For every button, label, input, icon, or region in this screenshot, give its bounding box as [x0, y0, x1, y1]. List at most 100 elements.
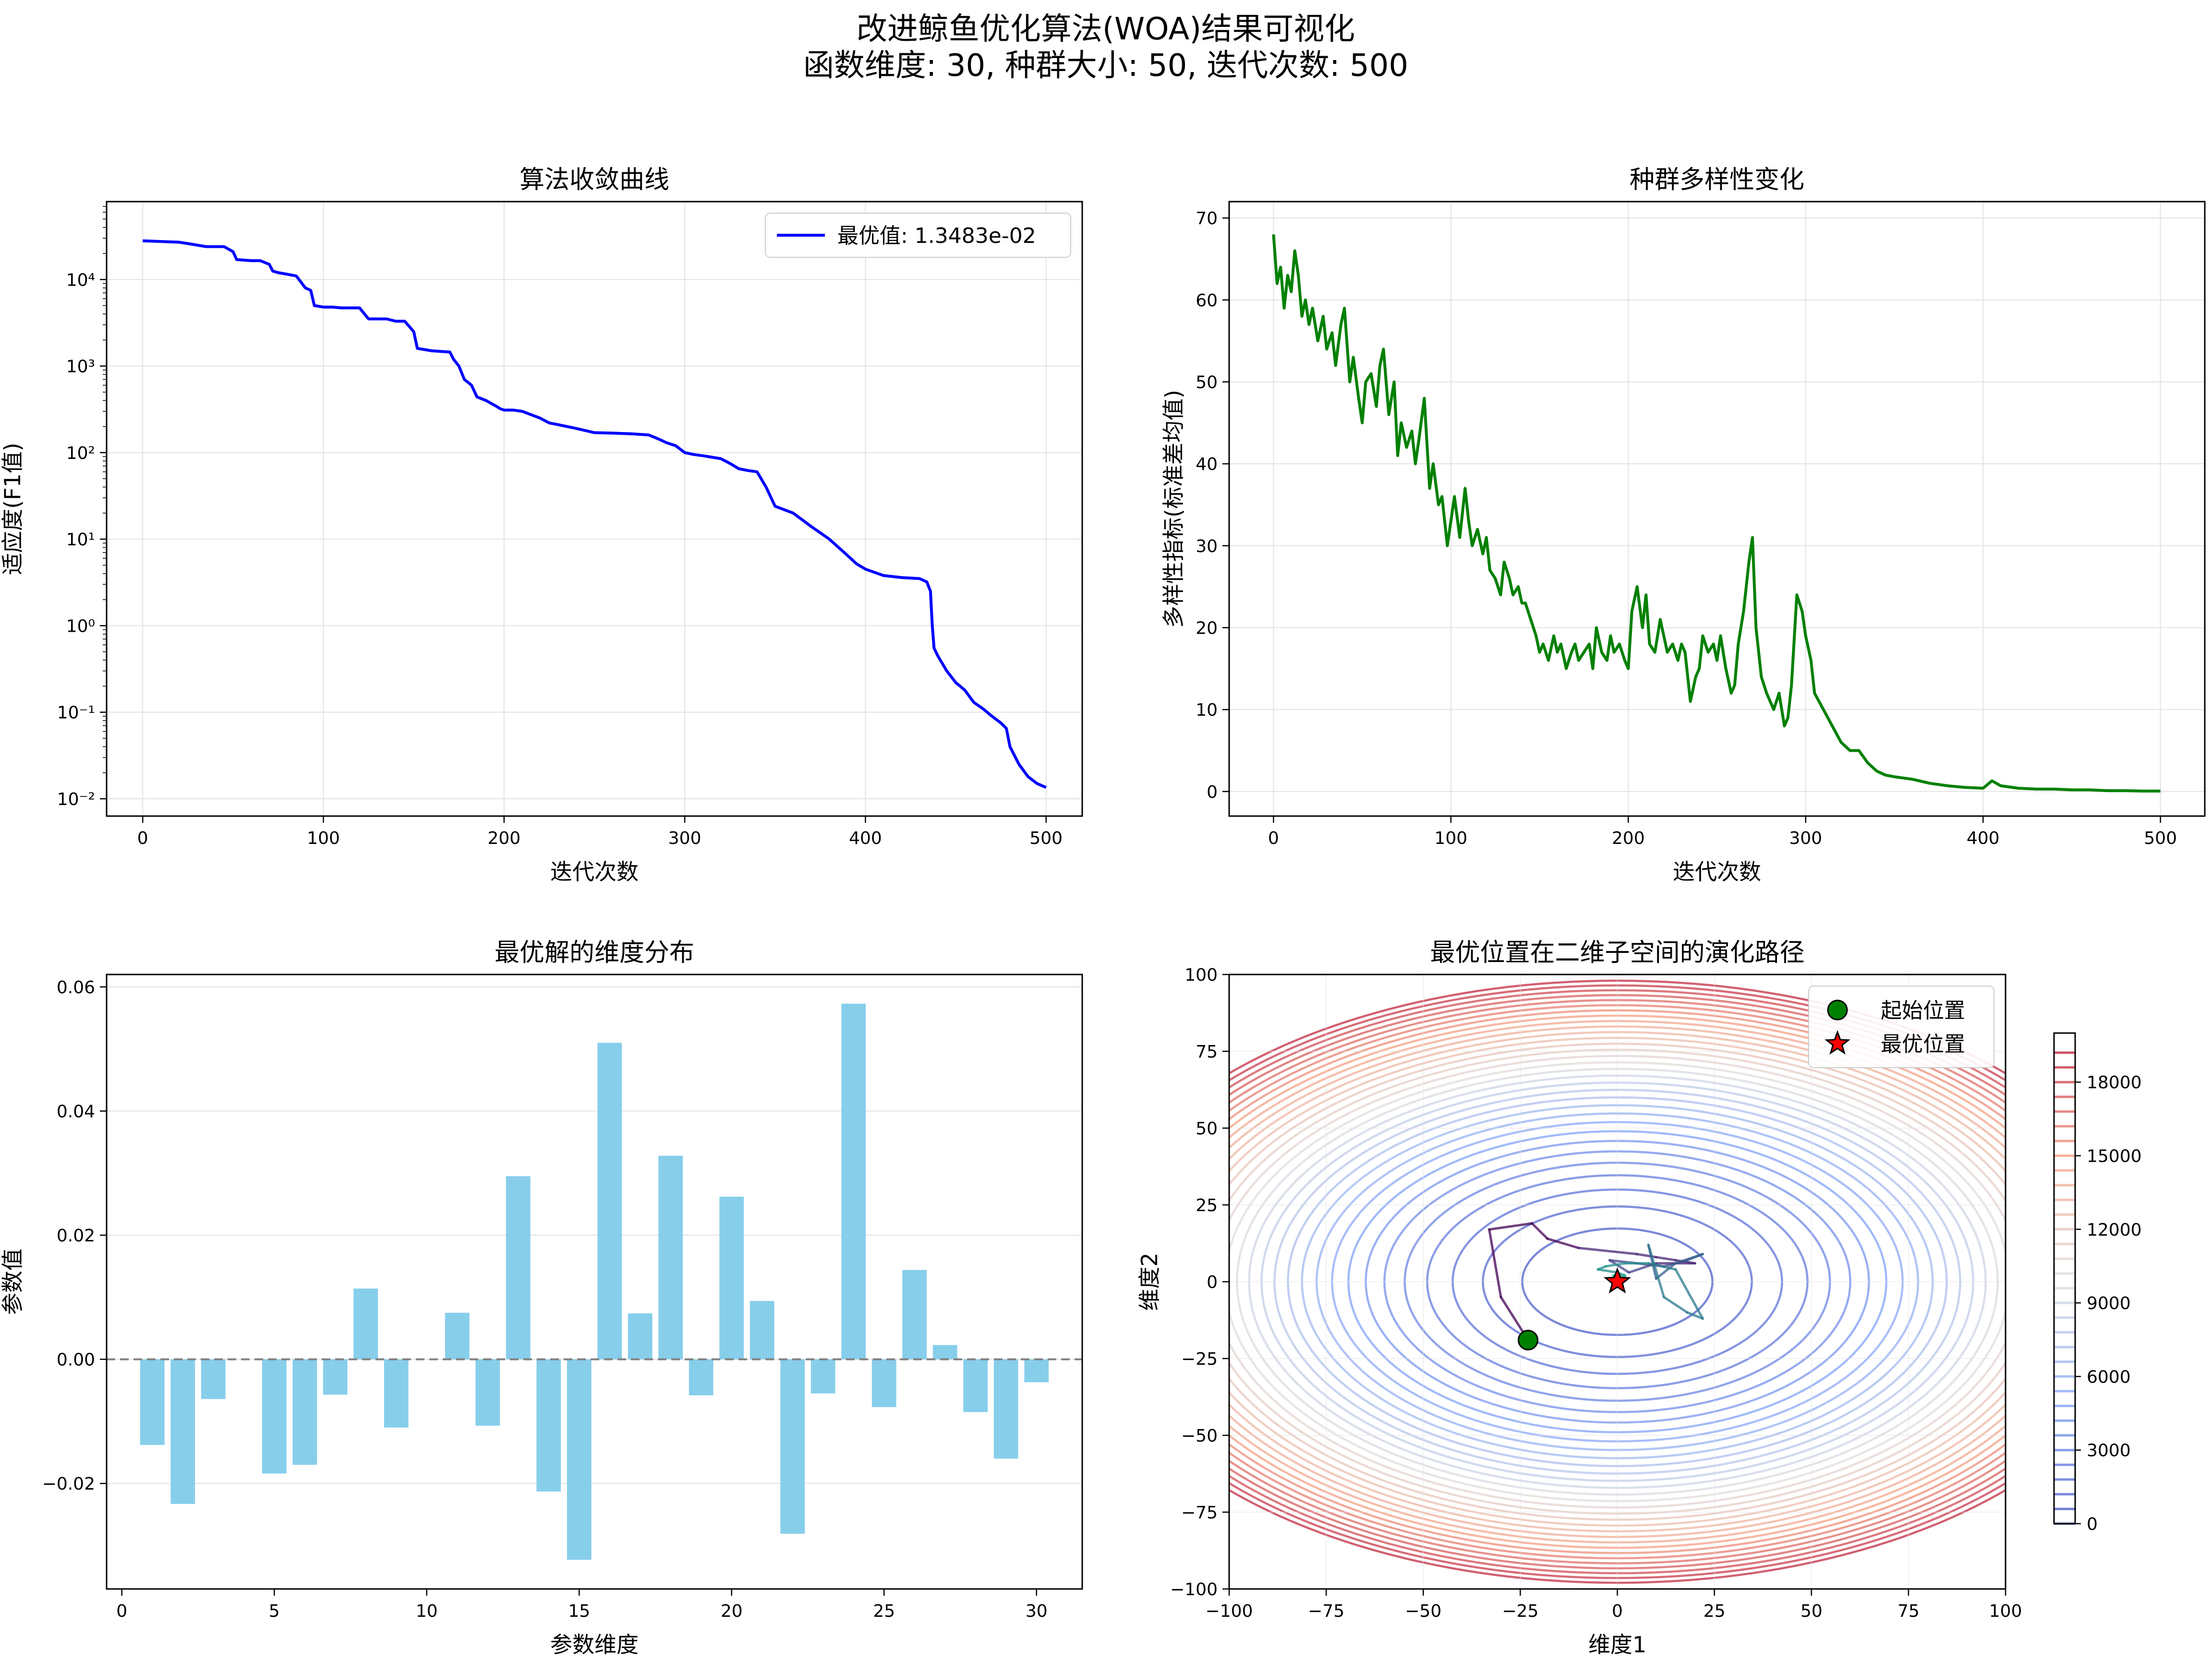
y-tick-label: 10³: [66, 357, 95, 377]
bar: [871, 1359, 896, 1407]
y-tick-label: 0.02: [57, 1226, 95, 1246]
bar: [292, 1359, 317, 1465]
x-tick-label: 0: [1268, 829, 1279, 848]
colorbar-tick-label: 0: [2087, 1515, 2098, 1534]
colorbar-tick-label: 12000: [2087, 1220, 2142, 1240]
legend-box: [1808, 986, 1994, 1068]
y-tick-label: 40: [1196, 455, 1218, 474]
x-tick-label: −50: [1405, 1601, 1441, 1621]
legend-best-label: 最优位置: [1881, 1032, 1965, 1057]
x-tick-label: 300: [1789, 829, 1822, 848]
x-tick-label: 400: [1967, 829, 2000, 848]
y-tick-label: −0.02: [42, 1474, 95, 1494]
x-tick-label: 300: [668, 829, 701, 848]
x-tick-label: 100: [1989, 1601, 2022, 1621]
y-tick-label: 0: [1207, 782, 1218, 802]
bar: [323, 1359, 348, 1395]
path-segment: [1488, 1228, 1502, 1299]
y-tick-label: 20: [1196, 618, 1218, 638]
bar: [140, 1359, 165, 1445]
bar: [658, 1155, 683, 1359]
axes-frame: [106, 201, 1083, 817]
bar: [353, 1288, 378, 1359]
panel-title: 最优解的维度分布: [495, 938, 694, 967]
convergence-line: [143, 239, 1047, 789]
contour-group: [1229, 974, 2006, 1589]
axes-frame: [1228, 201, 2206, 817]
bar: [628, 1313, 653, 1359]
x-tick-label: 30: [1026, 1601, 1048, 1621]
x-tick-label: 200: [1612, 829, 1645, 848]
x-tick-label: −25: [1502, 1601, 1538, 1621]
start-marker: [1518, 1330, 1539, 1351]
x-tick-label: −75: [1308, 1601, 1344, 1621]
path-segment: [1674, 1252, 1704, 1265]
x-axis-label: 迭代次数: [550, 859, 639, 885]
y-tick-label: 50: [1196, 373, 1218, 392]
y-tick-label: 10⁻²: [57, 790, 95, 809]
bar: [719, 1196, 744, 1359]
bar: [506, 1176, 531, 1359]
axes-frame: [106, 974, 1083, 1590]
bar: [384, 1359, 409, 1428]
path-segment: [1577, 1247, 1638, 1255]
colorbar-frame: [2053, 1032, 2076, 1525]
bar: [810, 1359, 835, 1394]
colorbar-tick-label: 15000: [2087, 1147, 2142, 1167]
bar: [445, 1312, 470, 1359]
x-tick-label: 5: [269, 1601, 280, 1621]
y-tick-label: 30: [1196, 537, 1218, 556]
x-tick-label: −100: [1206, 1601, 1253, 1621]
path-segment: [1531, 1222, 1549, 1240]
y-tick-label: 0: [1207, 1273, 1218, 1292]
colorbar-tick-label: 6000: [2087, 1367, 2131, 1387]
y-tick-label: 25: [1196, 1196, 1218, 1215]
x-tick-label: 100: [1434, 829, 1467, 848]
bar: [841, 1003, 866, 1359]
path-segment: [1604, 1262, 1627, 1268]
bar: [567, 1359, 592, 1560]
x-tick-label: 25: [873, 1601, 895, 1621]
y-axis-label: 参数值: [0, 1249, 25, 1315]
panel-title: 算法收敛曲线: [520, 166, 669, 194]
x-tick-label: 10: [416, 1601, 438, 1621]
x-axis-label: 参数维度: [550, 1632, 639, 1658]
path-segment: [1663, 1296, 1689, 1314]
bar: [780, 1359, 805, 1534]
path-segment: [1655, 1256, 1677, 1262]
y-tick-label: 10⁻¹: [57, 703, 95, 723]
bar: [963, 1359, 988, 1412]
y-axis-label: 适应度(F1值): [0, 443, 25, 575]
figure-title: 改进鲸鱼优化算法(WOA)结果可视化: [857, 12, 1355, 47]
path-segment: [1546, 1237, 1580, 1250]
y-tick-label: 0.04: [57, 1102, 95, 1121]
x-tick-label: 500: [1029, 829, 1063, 848]
path-segment: [1608, 1259, 1631, 1274]
y-tick-label: 100: [1185, 965, 1218, 985]
panel-title: 种群多样性变化: [1630, 166, 1804, 194]
legend-start-label: 起始位置: [1881, 998, 1965, 1023]
y-tick-label: 50: [1196, 1119, 1218, 1139]
colorbar-tick-label: 18000: [2087, 1073, 2142, 1093]
figure-subtitle: 函数维度: 30, 种群大小: 50, 迭代次数: 500: [803, 48, 1408, 84]
path-segment: [1686, 1311, 1704, 1320]
x-tick-label: 25: [1704, 1601, 1726, 1621]
legend-box: [765, 213, 1071, 258]
y-tick-label: 60: [1196, 291, 1218, 311]
panel-title: 最优位置在二维子空间的演化路径: [1430, 938, 1804, 967]
y-tick-label: 0.06: [57, 978, 95, 998]
colorbar-background: [2054, 1033, 2075, 1524]
x-tick-label: 200: [487, 829, 520, 848]
bar: [749, 1301, 774, 1359]
legend-start-swatch: [1827, 999, 1848, 1021]
y-tick-label: 10: [1196, 700, 1218, 720]
bar: [1024, 1359, 1049, 1383]
y-tick-label: 10²: [66, 444, 95, 463]
bar: [201, 1359, 226, 1399]
bar: [536, 1359, 561, 1492]
x-tick-label: 100: [307, 829, 340, 848]
y-tick-label: 70: [1196, 209, 1218, 229]
